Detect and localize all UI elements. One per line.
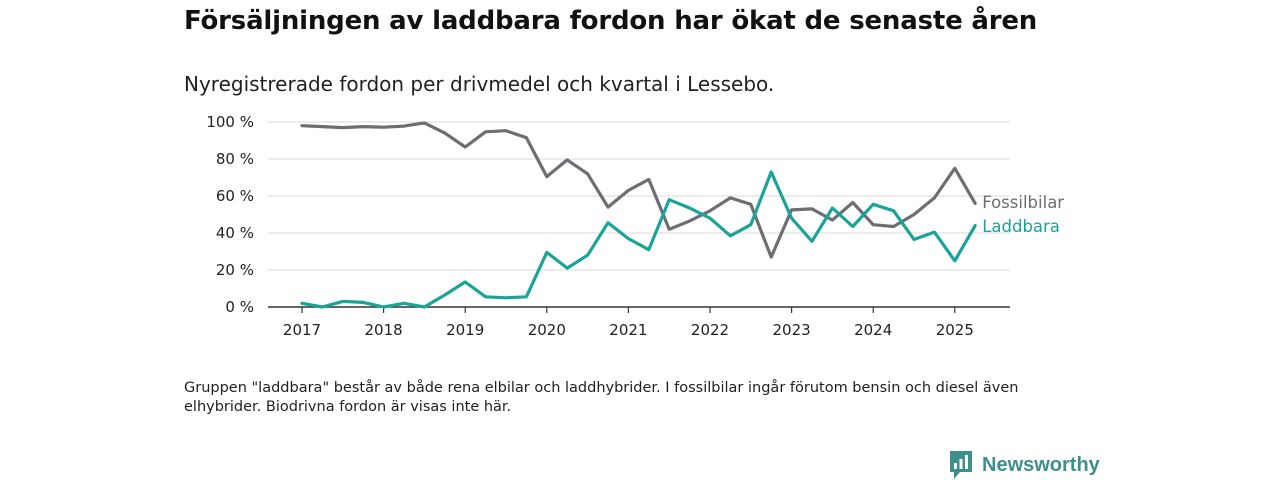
- x-tick-label: 2021: [609, 321, 647, 339]
- x-tick-label: 2022: [691, 321, 729, 339]
- x-tick-label: 2024: [854, 321, 892, 339]
- y-tick-label: 20 %: [216, 261, 254, 279]
- brand[interactable]: Newsworthy: [948, 450, 1100, 480]
- series-label-laddbara: Laddbara: [982, 217, 1060, 236]
- x-tick-label: 2017: [283, 321, 321, 339]
- series-line-laddbara: [300, 170, 977, 309]
- y-tick-label: 0 %: [225, 298, 254, 316]
- y-tick-label: 40 %: [216, 224, 254, 242]
- series-line-fossilbilar: [300, 121, 977, 259]
- x-tick-label: 2025: [936, 321, 974, 339]
- newsworthy-logo-icon: [950, 451, 972, 479]
- series-label-fossilbilar: Fossilbilar: [982, 193, 1064, 212]
- chart-subtitle: Nyregistrerade fordon per drivmedel och …: [184, 72, 775, 96]
- brand-name: Newsworthy: [982, 453, 1100, 476]
- y-tick-label: 100 %: [206, 113, 254, 131]
- x-tick-label: 2019: [446, 321, 484, 339]
- x-tick-label: 2018: [365, 321, 403, 339]
- chart-title: Försäljningen av laddbara fordon har öka…: [184, 6, 1038, 36]
- y-tick-label: 80 %: [216, 150, 254, 168]
- x-tick-label: 2020: [528, 321, 566, 339]
- y-tick-label: 60 %: [216, 187, 254, 205]
- line-chart: 0 % 20 % 40 % 60 % 80 % 100 % 2017 2018 2019 2020…: [206, 113, 1064, 339]
- footnote: Gruppen "laddbara" består av både rena e…: [184, 380, 1019, 415]
- x-tick-label: 2023: [773, 321, 811, 339]
